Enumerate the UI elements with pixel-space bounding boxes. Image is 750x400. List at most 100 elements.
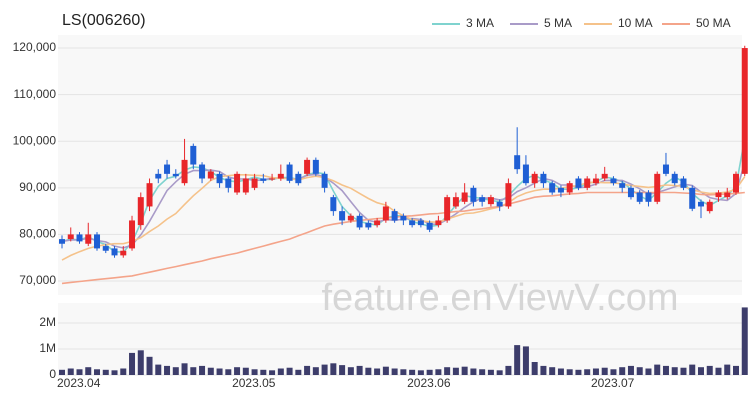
y-tick-label: 1M xyxy=(39,341,56,355)
volume-bar xyxy=(59,369,65,375)
volume-bar xyxy=(260,369,267,375)
volume-bar xyxy=(531,362,538,375)
volume-bar xyxy=(557,368,564,375)
volume-bar xyxy=(330,363,337,375)
candle-body xyxy=(601,173,608,179)
candle-body xyxy=(741,48,748,174)
candle-body xyxy=(146,183,153,207)
candle-body xyxy=(225,178,232,188)
volume-bar xyxy=(129,352,136,375)
volume-bar xyxy=(619,367,626,375)
y-tick-label: 90,000 xyxy=(19,180,56,194)
volume-bar xyxy=(85,367,92,375)
candle-body xyxy=(374,220,381,226)
candle-body xyxy=(85,234,92,244)
candle-body xyxy=(575,178,582,188)
candle-body xyxy=(234,173,241,193)
volume-bar xyxy=(199,365,206,375)
x-tick-label: 2023.04 xyxy=(57,376,101,390)
y-tick-label: 110,000 xyxy=(14,87,57,101)
candle-body xyxy=(584,178,591,188)
legend-label: 50 MA xyxy=(696,16,731,30)
volume-bar xyxy=(321,364,328,375)
watermark: feature.enViewV.com xyxy=(321,277,678,319)
volume-bar xyxy=(627,365,634,375)
candle-body xyxy=(426,222,433,230)
candle-body xyxy=(636,192,643,202)
candle-body xyxy=(59,239,65,244)
candle-body xyxy=(94,234,101,249)
chart-title: LS(006260) xyxy=(62,12,146,29)
volume-bar xyxy=(417,370,424,375)
volume-bar xyxy=(592,368,599,375)
y-tick-label: 70,000 xyxy=(19,273,56,287)
volume-bar xyxy=(400,369,407,375)
volume-panel xyxy=(58,303,742,375)
candle-body xyxy=(190,145,197,165)
candle-body xyxy=(514,155,521,170)
volume-bar xyxy=(269,370,276,375)
legend-label: 3 MA xyxy=(466,16,494,30)
volume-bar xyxy=(181,363,188,375)
candle-body xyxy=(216,173,223,184)
volume-bar xyxy=(636,367,643,375)
candle-body xyxy=(452,197,459,207)
volume-bar xyxy=(190,367,197,375)
candle-body xyxy=(409,220,416,226)
volume-bar xyxy=(654,364,661,375)
candle-body xyxy=(339,211,346,221)
candle-body xyxy=(120,250,127,256)
volume-bar xyxy=(155,364,162,375)
volume-bar xyxy=(452,367,459,375)
candle-body xyxy=(522,164,529,184)
volume-bar xyxy=(601,367,608,375)
candle-body xyxy=(76,234,83,242)
candle-body xyxy=(356,215,363,228)
candle-body xyxy=(444,197,451,221)
candle-body xyxy=(251,178,258,188)
candle-body xyxy=(102,246,109,251)
volume-bar xyxy=(207,367,214,375)
candle-body xyxy=(129,220,136,249)
candle-body xyxy=(733,173,739,193)
candle-body xyxy=(67,234,74,240)
candle-body xyxy=(479,197,486,202)
volume-bar xyxy=(120,368,127,375)
candle-body xyxy=(321,173,328,188)
candle-body xyxy=(487,197,494,205)
volume-bar xyxy=(566,369,573,375)
volume-bar xyxy=(67,368,74,375)
volume-bar xyxy=(234,367,241,375)
volume-bar xyxy=(365,367,372,375)
candle-body xyxy=(680,178,687,188)
candle-body xyxy=(199,164,206,179)
candle-body xyxy=(172,173,179,177)
candle-body xyxy=(549,183,556,193)
x-tick-label: 2023.05 xyxy=(232,376,276,390)
volume-bar xyxy=(724,364,731,375)
candle-body xyxy=(435,220,442,226)
candle-body xyxy=(347,215,354,221)
volume-bar xyxy=(715,367,722,375)
y-tick-label: 2M xyxy=(39,315,56,329)
candle-body xyxy=(242,178,249,193)
volume-bar xyxy=(689,364,696,375)
candle-body xyxy=(461,192,468,202)
candle-body xyxy=(382,206,389,221)
volume-bar xyxy=(94,369,101,375)
candle-body xyxy=(304,159,311,174)
volume-bar xyxy=(339,365,346,375)
x-tick-label: 2023.07 xyxy=(591,376,635,390)
candle-body xyxy=(610,178,617,184)
y-tick-label: 0 xyxy=(49,367,56,381)
volume-bar xyxy=(487,369,494,375)
volume-bar xyxy=(426,369,433,375)
candle-body xyxy=(137,197,144,226)
y-tick-label: 120,000 xyxy=(13,40,57,54)
volume-bar xyxy=(671,367,678,375)
volume-bar xyxy=(391,368,398,375)
volume-bar xyxy=(277,368,284,375)
candle-body xyxy=(269,178,276,180)
y-tick-label: 100,000 xyxy=(13,133,57,147)
volume-bar xyxy=(146,356,153,375)
